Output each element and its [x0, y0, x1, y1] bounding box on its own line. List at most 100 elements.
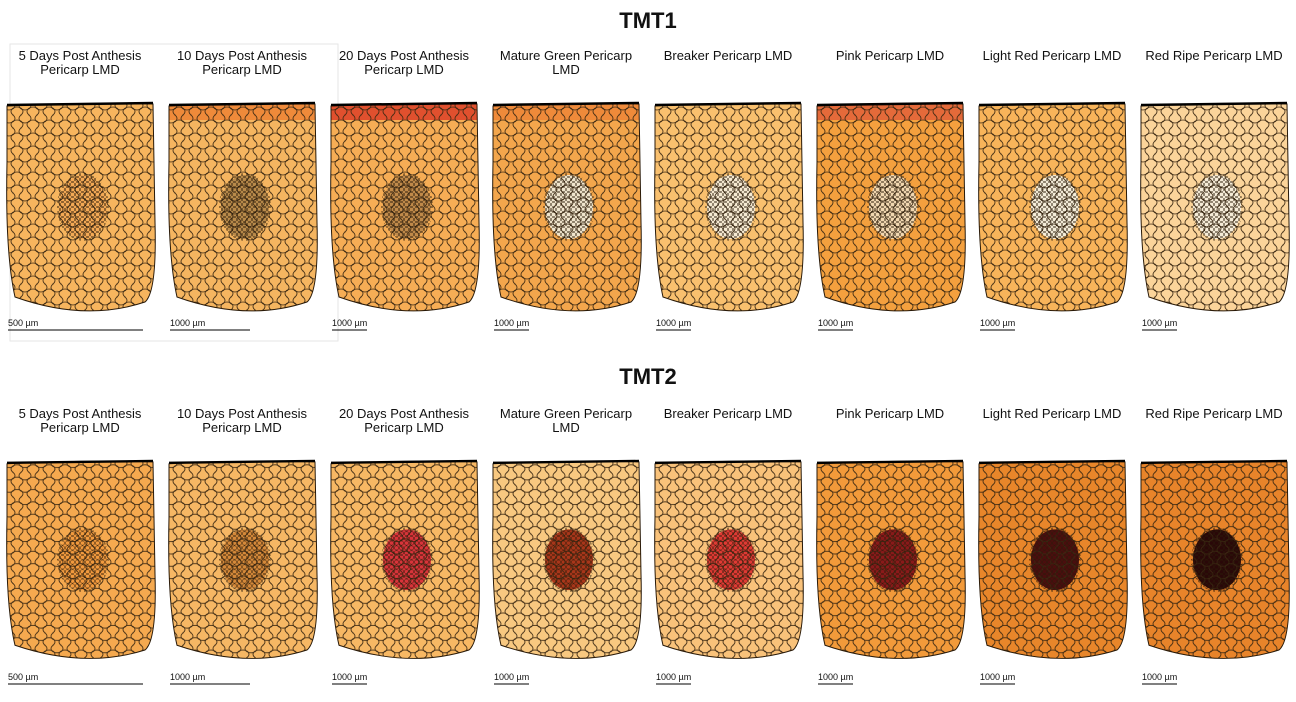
tissue-epidermis — [6, 459, 154, 465]
tissue-epidermis — [978, 459, 1126, 465]
tissue-epidermis — [654, 101, 802, 107]
panel-label: Pericarp LMD — [40, 420, 119, 435]
tissue-section — [168, 101, 318, 312]
fine-cell-pattern — [381, 527, 433, 593]
tissue-body — [1140, 103, 1290, 311]
section-title: TMT1 — [619, 8, 676, 33]
panel-label: Pericarp LMD — [202, 62, 281, 77]
fine-cell-pattern — [543, 527, 595, 593]
fine-cell-pattern — [219, 527, 271, 593]
tissue-epidermis — [1140, 101, 1288, 107]
panel-label: Light Red Pericarp LMD — [983, 406, 1122, 421]
tissue-body — [978, 461, 1128, 659]
panel-label: Mature Green Pericarp — [500, 406, 632, 421]
tissue-section — [978, 101, 1128, 312]
tissue-section — [6, 459, 156, 659]
tissue-body — [168, 461, 318, 659]
tissue-section — [654, 459, 804, 659]
tissue-epidermis — [816, 459, 964, 465]
panel-label: Mature Green Pericarp — [500, 48, 632, 63]
panel-label: 10 Days Post Anthesis — [177, 406, 308, 421]
fine-cell-pattern — [705, 527, 757, 593]
panel-label: Pericarp LMD — [364, 420, 443, 435]
scale-label: 1000 µm — [170, 318, 205, 328]
fine-cell-pattern — [705, 173, 757, 241]
fine-cell-pattern — [1029, 527, 1081, 593]
tissue-section — [816, 459, 966, 659]
tissue-epidermis — [816, 101, 964, 107]
tissue-body — [6, 461, 156, 659]
tissue-body — [978, 103, 1128, 311]
tissue-body — [330, 461, 480, 659]
fine-cell-pattern — [867, 173, 919, 241]
scale-label: 500 µm — [8, 672, 38, 682]
fine-cell-pattern — [381, 173, 433, 241]
fine-cell-pattern — [1191, 173, 1243, 241]
panel-label: Breaker Pericarp LMD — [664, 48, 793, 63]
tissue-body — [816, 103, 966, 311]
tissue-section — [168, 459, 318, 659]
panel-label: Breaker Pericarp LMD — [664, 406, 793, 421]
tissue-section — [6, 101, 156, 312]
panel-label: LMD — [552, 62, 579, 77]
tissue-body — [6, 103, 156, 311]
panel-label: Pink Pericarp LMD — [836, 48, 944, 63]
fine-cell-pattern — [57, 527, 109, 593]
panel-label: 20 Days Post Anthesis — [339, 48, 470, 63]
tissue-body — [492, 103, 642, 311]
scale-label: 1000 µm — [332, 318, 367, 328]
panel-label: 5 Days Post Anthesis — [19, 48, 142, 63]
tissue-body — [816, 461, 966, 659]
scale-label: 1000 µm — [980, 672, 1015, 682]
scale-label: 1000 µm — [1142, 672, 1177, 682]
tissue-section — [1140, 459, 1290, 659]
tissue-epidermis — [330, 459, 478, 465]
panel-label: Red Ripe Pericarp LMD — [1145, 48, 1282, 63]
scale-label: 1000 µm — [656, 672, 691, 682]
fine-cell-pattern — [543, 173, 595, 241]
scale-label: 1000 µm — [170, 672, 205, 682]
panel-label: Pericarp LMD — [202, 420, 281, 435]
tissue-epidermis — [6, 101, 154, 107]
fine-cell-pattern — [219, 173, 271, 241]
tissue-section — [492, 459, 642, 659]
tissue-section — [978, 459, 1128, 659]
fine-cell-pattern — [57, 173, 109, 241]
tissue-epidermis — [168, 101, 316, 107]
tissue-epidermis — [654, 459, 802, 465]
tissue-body — [492, 461, 642, 659]
tissue-section — [330, 101, 480, 312]
tissue-body — [654, 103, 804, 311]
tissue-section — [816, 101, 966, 312]
panel-label: 5 Days Post Anthesis — [19, 406, 142, 421]
panel-label: Red Ripe Pericarp LMD — [1145, 406, 1282, 421]
scale-label: 1000 µm — [332, 672, 367, 682]
tissue-section — [492, 101, 642, 312]
tissue-epidermis — [168, 459, 316, 465]
tissue-epidermis — [330, 101, 478, 107]
panel-label: LMD — [552, 420, 579, 435]
tissue-section — [1140, 101, 1290, 312]
tissue-body — [330, 103, 480, 311]
scale-label: 1000 µm — [818, 672, 853, 682]
tissue-body — [168, 103, 318, 311]
scale-label: 1000 µm — [980, 318, 1015, 328]
scale-label: 500 µm — [8, 318, 38, 328]
tissue-epidermis — [492, 101, 640, 107]
panel-label: 20 Days Post Anthesis — [339, 406, 470, 421]
panel-label: Pericarp LMD — [364, 62, 443, 77]
panel-label: Pink Pericarp LMD — [836, 406, 944, 421]
scale-label: 1000 µm — [1142, 318, 1177, 328]
section-title: TMT2 — [619, 364, 676, 389]
tissue-body — [654, 461, 804, 659]
tissue-epidermis — [978, 101, 1126, 107]
scale-label: 1000 µm — [494, 672, 529, 682]
tissue-section — [654, 101, 804, 312]
tissue-section — [330, 459, 480, 659]
panel-label: 10 Days Post Anthesis — [177, 48, 308, 63]
tissue-epidermis — [1140, 459, 1288, 465]
tissue-body — [1140, 461, 1290, 659]
fine-cell-pattern — [1191, 527, 1243, 593]
